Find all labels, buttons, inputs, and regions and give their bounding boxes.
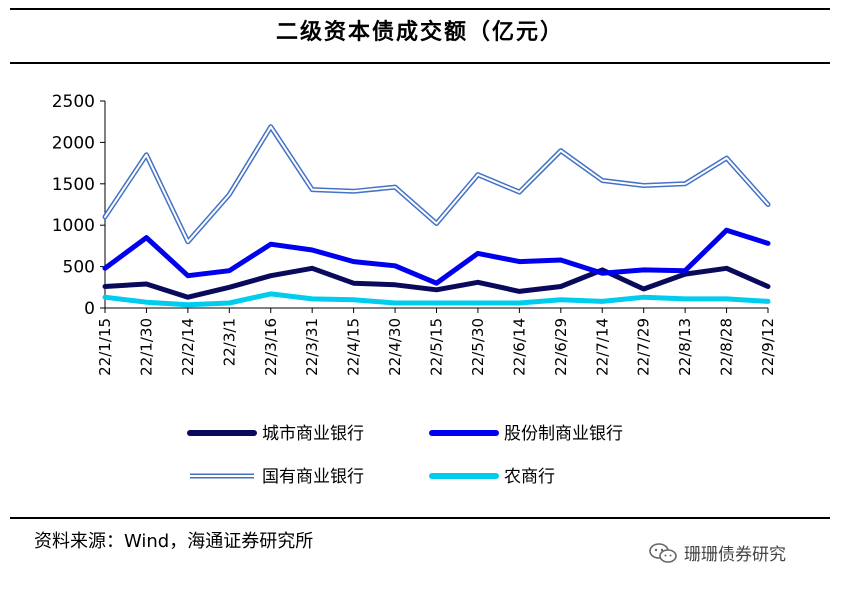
x-tick-label: 22/6/29 [552, 318, 570, 376]
legend-label: 农商行 [504, 467, 555, 487]
x-tick-label: 22/3/1 [220, 318, 238, 366]
y-tick-label: 500 [63, 258, 95, 278]
x-tick-label: 22/4/15 [345, 318, 363, 376]
x-tick-label: 22/3/31 [303, 318, 321, 376]
wechat-icon [649, 542, 677, 563]
bottom-rule [10, 517, 830, 519]
x-tick-label: 22/9/12 [759, 318, 777, 376]
x-tick-label: 22/5/15 [428, 318, 446, 376]
x-tick-label: 22/6/14 [510, 318, 528, 376]
series-line-3 [102, 291, 771, 308]
legend-label: 城市商业银行 [262, 424, 364, 444]
series-line-0 [102, 265, 771, 300]
source-note: 资料来源：Wind，海通证券研究所 [34, 531, 314, 552]
watermark: 珊珊债券研究 [648, 540, 786, 565]
series-line-inner-2 [104, 125, 769, 243]
x-tick-label: 22/7/14 [593, 318, 611, 376]
x-tick-label: 22/1/15 [96, 318, 114, 376]
x-tick-label: 22/4/30 [386, 318, 404, 376]
x-tick-label: 22/2/14 [179, 318, 197, 376]
y-tick-label: 2500 [52, 92, 95, 112]
x-tick-label: 22/8/28 [718, 318, 736, 376]
x-tick-label: 22/5/30 [469, 318, 487, 376]
legend-label: 国有商业银行 [262, 467, 364, 487]
y-tick-label: 1000 [52, 216, 95, 236]
x-tick-label: 22/7/29 [635, 318, 653, 376]
legend-label: 股份制商业银行 [504, 424, 623, 444]
x-tick-label: 22/3/16 [262, 318, 280, 376]
chart-canvas: 0 500 1000 1500 2000 2500 22/1/15 22/1/30 22/2/1… [52, 92, 777, 487]
y-tick-label: 1500 [52, 175, 95, 195]
series-line-1 [102, 227, 771, 286]
y-tick-label: 2000 [52, 133, 95, 153]
top-rule [10, 8, 830, 10]
x-tick-label: 22/1/30 [137, 318, 155, 376]
y-tick-label: 0 [84, 299, 95, 319]
chart-title: 二级资本债成交额（亿元） [275, 20, 564, 45]
watermark-text: 珊珊债券研究 [684, 545, 786, 565]
title-rule [10, 62, 830, 64]
x-tick-label: 22/8/13 [676, 318, 694, 376]
